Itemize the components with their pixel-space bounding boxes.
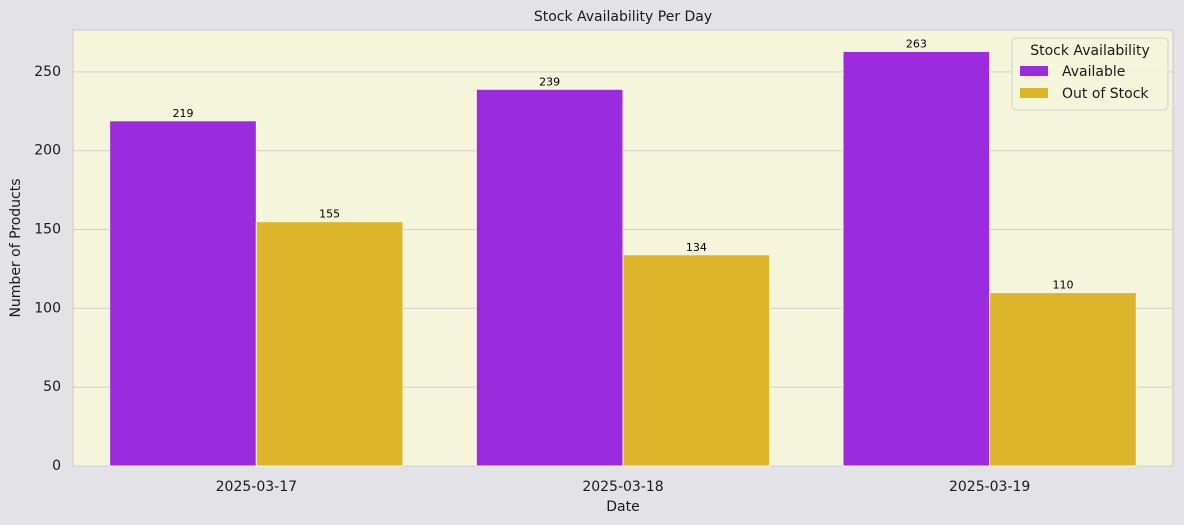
legend-box — [1011, 37, 1169, 111]
y-tick-label: 250 — [34, 64, 61, 80]
legend-swatch — [1020, 88, 1048, 98]
y-axis-label: Number of Products — [8, 178, 24, 317]
y-tick-label: 200 — [34, 143, 61, 159]
bar — [622, 254, 771, 467]
bar — [475, 88, 624, 467]
x-tick-label: 2025-03-17 — [216, 479, 297, 495]
legend-swatch — [1020, 66, 1048, 76]
chart-title: Stock Availability Per Day — [534, 9, 712, 25]
data-label: 134 — [686, 241, 707, 254]
y-tick-label: 100 — [34, 300, 61, 316]
data-label: 263 — [906, 37, 927, 50]
data-label: 155 — [319, 208, 340, 221]
bar — [109, 120, 257, 467]
y-tick-label: 50 — [43, 379, 61, 395]
x-tick-label: 2025-03-19 — [949, 479, 1030, 495]
legend-title: Stock Availability — [1030, 43, 1150, 59]
data-label: 219 — [173, 107, 194, 120]
bar — [842, 50, 991, 467]
x-axis-label: Date — [606, 499, 639, 515]
y-tick-label: 150 — [34, 222, 61, 238]
legend-label: Available — [1062, 64, 1125, 80]
y-tick-label: 0 — [52, 458, 61, 474]
legend-label: Out of Stock — [1062, 86, 1149, 102]
x-tick-label: 2025-03-18 — [582, 479, 663, 495]
bar — [989, 292, 1137, 467]
data-label: 239 — [539, 75, 560, 88]
bar — [255, 221, 404, 467]
data-label: 110 — [1053, 279, 1074, 292]
legend: Stock Availability Available Out of Stock — [1011, 37, 1169, 111]
